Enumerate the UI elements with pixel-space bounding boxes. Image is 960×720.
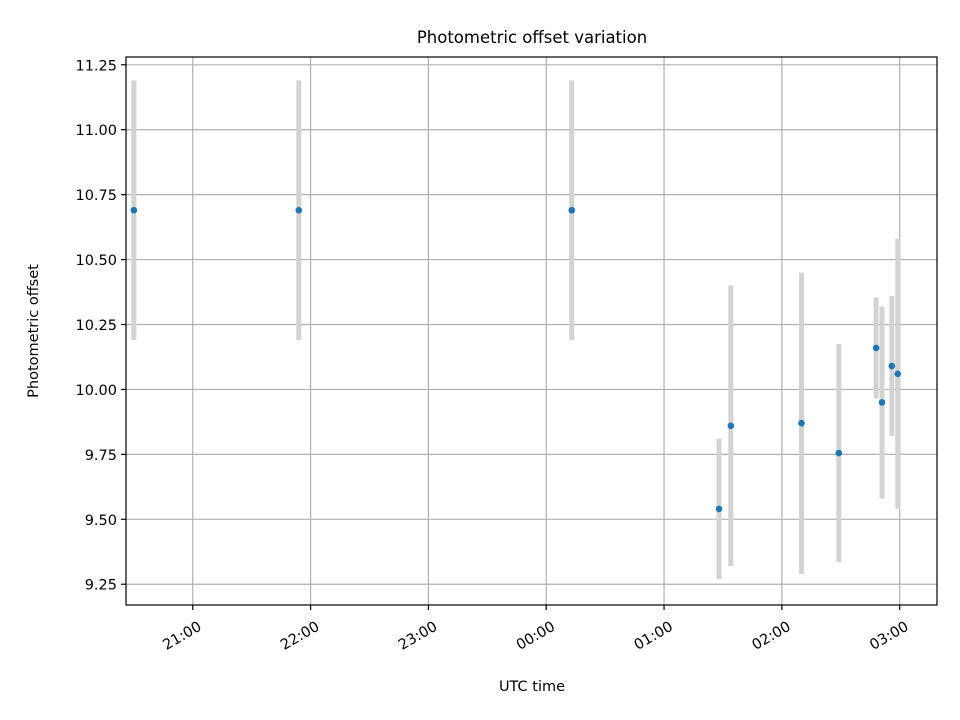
data-point: [835, 449, 843, 457]
y-tick-label: 9.25: [85, 578, 117, 594]
y-tick-label: 9.50: [85, 513, 117, 529]
y-tick-label: 9.75: [85, 448, 117, 464]
data-point: [568, 206, 576, 214]
data-point: [715, 505, 723, 513]
data-point: [878, 399, 886, 406]
y-tick-label: 11.25: [75, 58, 117, 74]
data-point: [130, 206, 138, 214]
y-axis: 9.25 9.50 9.75 10.00 10.25 10.50 10.75 11.00 11.…: [75, 58, 126, 594]
y-tick-label: 10.25: [75, 318, 117, 334]
plot-frame: [125, 56, 938, 606]
x-axis-label: UTC time: [499, 679, 565, 695]
data-point: [872, 344, 880, 352]
grid: [126, 57, 937, 605]
chart-title: Photometric offset variation: [417, 28, 647, 47]
y-tick-label: 10.00: [75, 383, 117, 399]
y-tick-label: 11.00: [75, 123, 117, 139]
data-points: [130, 206, 902, 513]
y-tick-label: 10.50: [75, 253, 117, 269]
y-axis-label: Photometric offset: [26, 264, 42, 398]
data-point: [888, 362, 896, 370]
y-tick-label: 10.75: [75, 188, 117, 204]
data-point: [295, 206, 303, 214]
data-point: [727, 422, 735, 430]
data-point: [798, 419, 805, 427]
data-point: [894, 370, 902, 378]
